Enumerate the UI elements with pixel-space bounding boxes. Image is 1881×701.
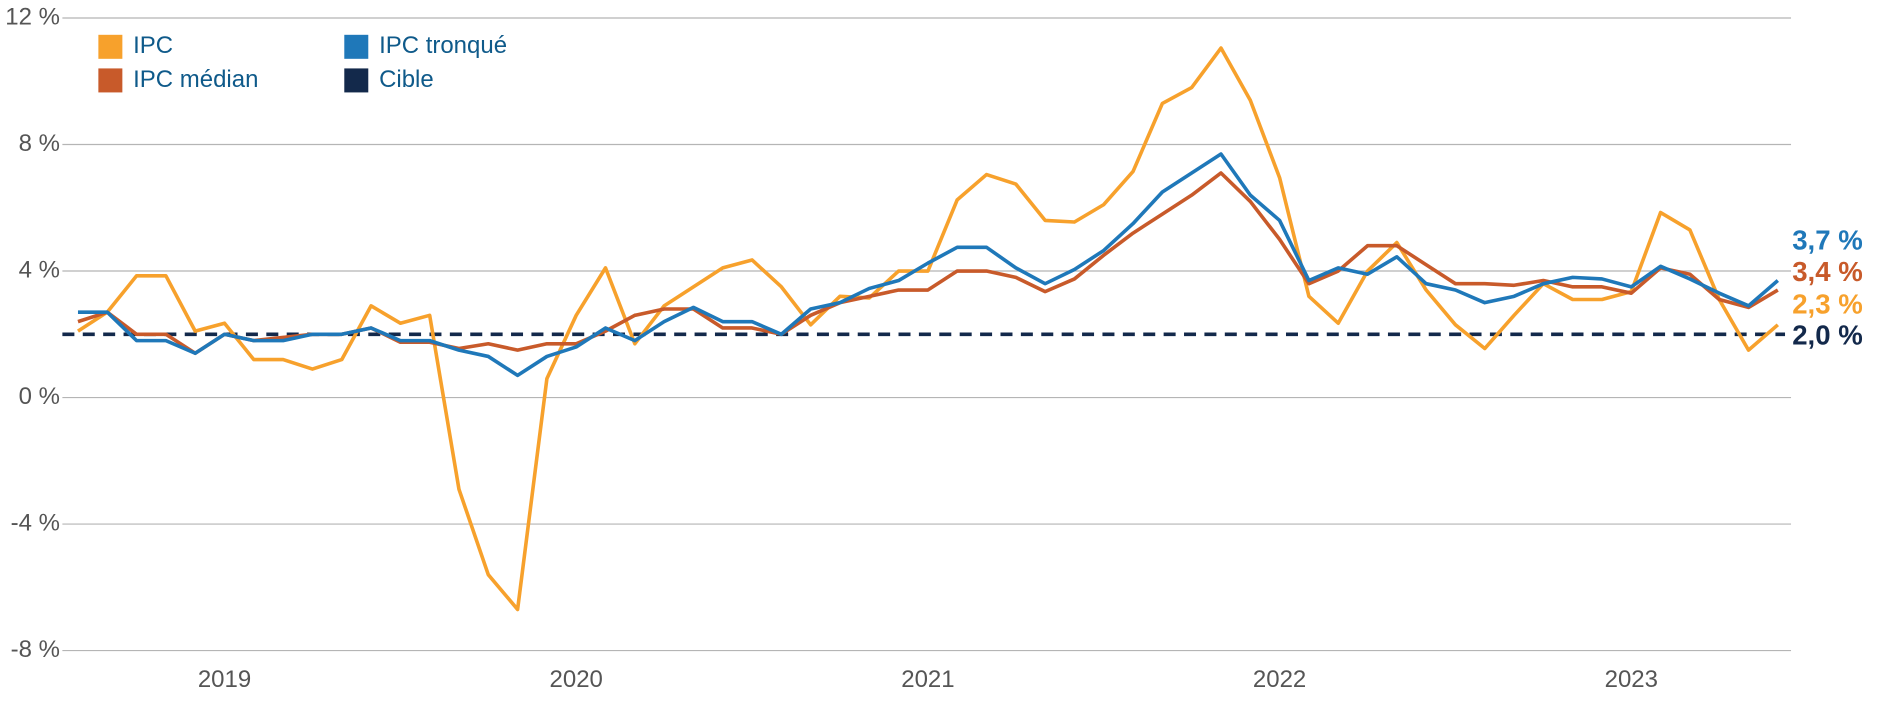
legend-label: IPC — [133, 32, 173, 59]
y-tick-label: -4 % — [11, 509, 60, 536]
x-tick-label: 2020 — [550, 666, 603, 693]
legend-swatch — [98, 68, 123, 93]
end-label: 3,4 % — [1792, 256, 1863, 287]
end-label: 2,0 % — [1792, 320, 1863, 351]
legend-label: IPC tronqué — [379, 32, 507, 59]
y-tick-label: 4 % — [19, 256, 60, 283]
y-tick-label: 8 % — [19, 130, 60, 157]
series-line — [77, 152, 1780, 378]
end-label: 2,3 % — [1792, 288, 1863, 319]
x-tick-label: 2021 — [901, 666, 954, 693]
y-tick-label: -8 % — [11, 636, 60, 663]
x-tick-label: 2022 — [1253, 666, 1306, 693]
legend-swatch — [344, 68, 369, 93]
x-tick-label: 2023 — [1605, 666, 1658, 693]
x-tick-label: 2019 — [198, 666, 251, 693]
legend-swatch — [344, 34, 369, 59]
y-tick-label: 0 % — [19, 383, 60, 410]
legend-label: IPC médian — [133, 66, 258, 93]
series-line — [76, 46, 1780, 612]
legend-swatch — [98, 34, 123, 59]
end-label: 3,7 % — [1792, 225, 1863, 256]
y-tick-label: 12 % — [5, 3, 60, 30]
legend-label: Cible — [379, 66, 434, 93]
